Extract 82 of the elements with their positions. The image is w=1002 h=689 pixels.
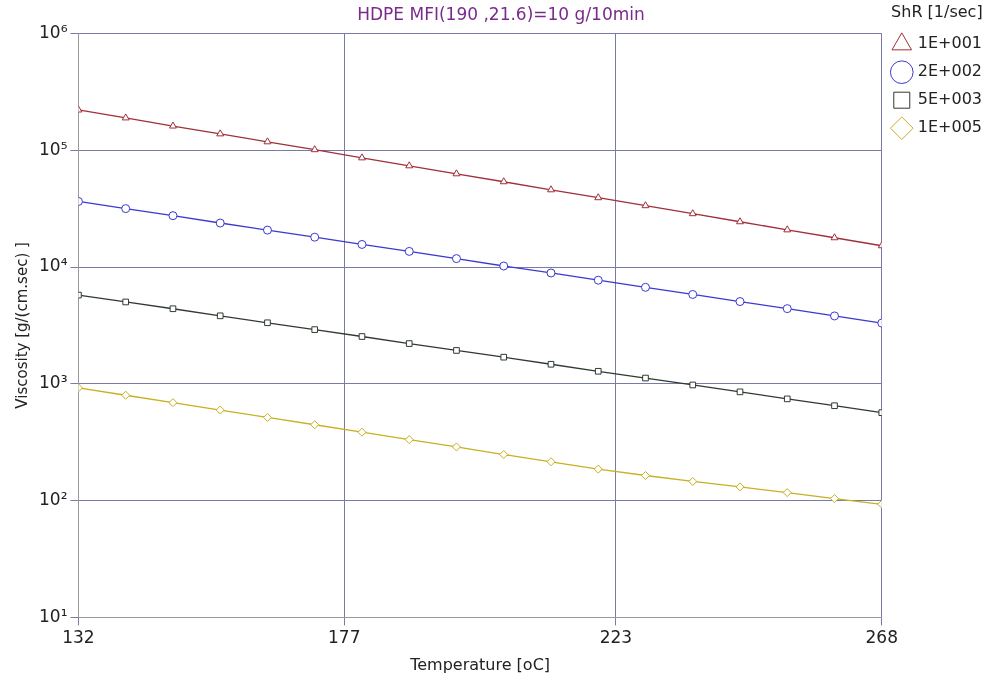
- point: [358, 153, 366, 161]
- point: [593, 275, 603, 285]
- point: [168, 121, 177, 129]
- point: [688, 289, 698, 299]
- point: [451, 442, 461, 452]
- x-tick-label: 177: [328, 627, 361, 648]
- chart-title: HDPE MFI(190 ,21.6)=10 g/10min: [357, 3, 645, 24]
- point: [547, 360, 555, 368]
- point: [452, 169, 461, 177]
- x-axis-title: Temperature [oC]: [409, 654, 551, 674]
- point: [499, 177, 508, 185]
- point: [641, 201, 650, 209]
- point: [594, 193, 603, 201]
- point: [405, 161, 414, 169]
- point: [830, 233, 839, 241]
- y-tick-label: 10⁶: [38, 21, 68, 42]
- point: [782, 488, 792, 498]
- point: [358, 333, 366, 340]
- point: [830, 494, 840, 504]
- point: [122, 298, 130, 306]
- point: [547, 185, 555, 193]
- point: [453, 347, 460, 354]
- point: [264, 319, 271, 327]
- point: [121, 113, 130, 121]
- point: [310, 420, 320, 430]
- point: [311, 326, 319, 333]
- legend-title: ShR [1/sec]: [891, 2, 983, 22]
- point: [500, 353, 508, 361]
- point: [736, 388, 744, 396]
- point: [215, 218, 225, 228]
- point: [783, 225, 792, 233]
- point: [262, 412, 272, 422]
- y-tick-label: 10³: [38, 372, 68, 393]
- point: [405, 340, 413, 347]
- point: [499, 261, 509, 271]
- y-tick-label: 10²: [38, 489, 68, 510]
- point: [451, 254, 461, 264]
- x-tick-label: 132: [62, 627, 95, 648]
- point: [689, 381, 697, 389]
- point: [215, 405, 225, 415]
- point: [593, 464, 603, 474]
- y-axis-title: Viscosity [g/(cm.sec) ]: [12, 242, 31, 409]
- point: [216, 312, 224, 320]
- point: [641, 471, 650, 481]
- point: [262, 225, 272, 235]
- legend-label: 1E+001: [917, 33, 982, 53]
- point: [688, 476, 698, 486]
- point: [357, 239, 367, 249]
- point: [735, 482, 745, 492]
- point: [642, 374, 649, 382]
- point: [169, 305, 177, 313]
- point: [546, 268, 556, 278]
- legend-label: 2E+002: [917, 61, 982, 81]
- point: [736, 217, 744, 225]
- point: [310, 145, 319, 153]
- point: [641, 282, 650, 292]
- point: [688, 209, 697, 217]
- point: [831, 402, 838, 410]
- point: [499, 450, 509, 460]
- point: [735, 297, 745, 307]
- point: [404, 246, 414, 256]
- point: [404, 435, 414, 445]
- y-tick-label: 10⁴: [38, 255, 68, 276]
- legend-label: 5E+003: [917, 89, 982, 109]
- x-tick-label: 223: [599, 627, 633, 648]
- point: [783, 395, 791, 403]
- point: [782, 304, 792, 314]
- x-tick-label: 268: [865, 627, 898, 648]
- y-tick-label: 10¹: [38, 605, 68, 626]
- point: [168, 398, 178, 408]
- point: [121, 204, 131, 214]
- y-tick-label: 10⁵: [38, 138, 68, 159]
- point: [594, 367, 602, 375]
- point: [263, 137, 272, 145]
- point: [216, 129, 225, 137]
- point: [830, 311, 840, 321]
- legend-label: 1E+005: [917, 117, 982, 137]
- point: [168, 211, 178, 221]
- point: [121, 390, 131, 400]
- point: [357, 427, 367, 437]
- point: [310, 232, 320, 242]
- point: [546, 457, 556, 467]
